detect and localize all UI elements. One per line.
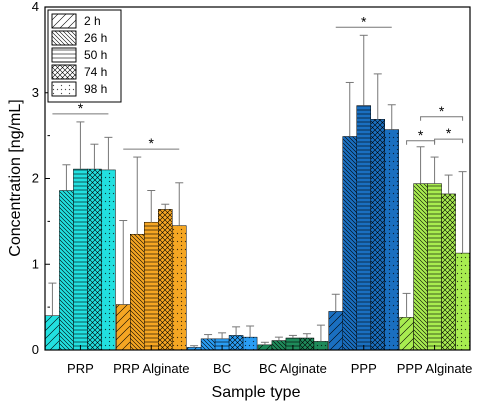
bar-pattern	[73, 168, 88, 351]
significance-star: *	[78, 100, 84, 116]
x-tick-label: PRP	[67, 361, 94, 376]
y-tick-label: 1	[32, 256, 39, 271]
legend-swatch-pattern	[51, 30, 77, 46]
legend-swatch-pattern	[51, 64, 77, 80]
legend-label: 2 h	[84, 14, 101, 28]
significance-bracket	[420, 116, 464, 121]
y-tick-label: 4	[32, 0, 39, 14]
bar-pattern	[313, 341, 329, 351]
bar-pattern	[87, 168, 102, 351]
bar-pattern	[101, 169, 116, 351]
legend-swatch-pattern	[51, 13, 77, 29]
plot-frame	[44, 6, 471, 351]
x-tick-label: PRP Alginate	[113, 361, 189, 376]
plot-area: 0 1 2 3 4 PRP PRP Alginate BC BC Alginate PPP PPP …	[32, 0, 473, 376]
bar-pattern	[356, 105, 371, 351]
x-tick-label: BC	[213, 361, 231, 376]
legend-label: 74 h	[84, 65, 107, 79]
bar-pattern	[427, 183, 442, 351]
legend: 2 h 26 h 50 h 74 h 98 h	[47, 9, 122, 103]
bar-pattern	[242, 336, 258, 351]
legend-label: 98 h	[84, 82, 107, 96]
y-axis-title: Concentration [ng/mL]	[7, 99, 24, 256]
bar-pattern	[455, 252, 470, 351]
bar-pattern	[441, 193, 456, 351]
bar-pattern	[59, 190, 74, 351]
bar-pattern	[116, 304, 131, 351]
legend-swatch-pattern	[51, 81, 77, 97]
bar-pattern	[342, 136, 357, 351]
bar-pattern	[299, 337, 315, 351]
bar-pattern	[172, 225, 187, 351]
bar-pattern	[144, 221, 159, 351]
bar-pattern	[228, 335, 244, 351]
bar-pattern	[399, 317, 414, 351]
x-tick-label: PPP	[351, 361, 377, 376]
significance-star: *	[418, 127, 424, 143]
significance-bracket	[434, 138, 464, 144]
significance-star: *	[446, 125, 452, 141]
y-tick-label: 3	[32, 85, 39, 100]
y-tick-label: 0	[32, 342, 39, 357]
bar-pattern	[370, 119, 385, 351]
bar-pattern	[257, 344, 273, 351]
bar-pattern	[413, 183, 428, 351]
bar-pattern	[158, 209, 173, 351]
legend-label: 26 h	[84, 31, 107, 45]
bar-pattern	[328, 311, 343, 351]
legend-label: 50 h	[84, 48, 107, 62]
legend-swatch-pattern	[51, 47, 77, 63]
x-axis-title: Sample type	[212, 384, 301, 401]
significance-star: *	[149, 135, 155, 151]
bar-pattern	[200, 338, 216, 351]
x-tick-label: PPP Alginate	[397, 361, 473, 376]
bar-pattern	[45, 315, 60, 351]
x-tick-label: BC Alginate	[259, 361, 327, 376]
bar-pattern	[271, 340, 287, 351]
significance-star: *	[439, 103, 445, 119]
y-tick-label: 2	[32, 171, 39, 186]
significance-star: *	[361, 13, 367, 29]
bar-pattern	[384, 129, 399, 351]
bar-pattern	[130, 233, 145, 351]
